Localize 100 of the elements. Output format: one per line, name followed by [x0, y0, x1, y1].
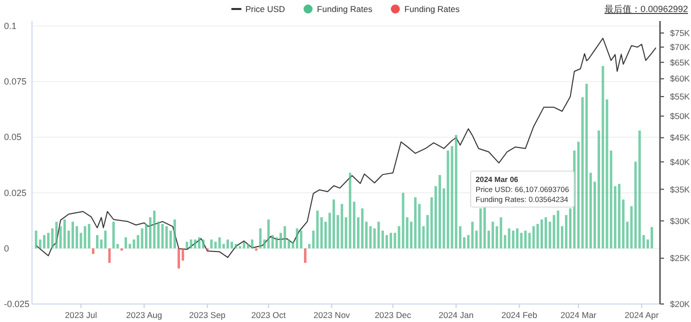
bar [414, 197, 417, 248]
x-tick-label: 2024 Mar [560, 310, 597, 320]
bar [377, 222, 380, 248]
bar [520, 232, 523, 248]
legend-label: Funding Rates [404, 4, 460, 14]
bar [63, 219, 66, 248]
bar [47, 232, 50, 248]
bar [112, 222, 115, 248]
bar [250, 240, 254, 248]
bar [132, 240, 136, 248]
bar [332, 199, 335, 248]
bar [316, 210, 319, 248]
y2-tick-label: $55K [670, 92, 690, 102]
bar [446, 150, 450, 248]
x-tick-label: 2024 Apr [624, 310, 659, 320]
bar [577, 142, 580, 248]
bar [296, 228, 298, 248]
bar [394, 232, 396, 248]
bar [479, 208, 482, 248]
bar [186, 242, 188, 248]
bar [402, 192, 404, 248]
line-series [36, 38, 656, 258]
bar [88, 224, 90, 248]
bar [361, 208, 364, 248]
bar [92, 248, 94, 254]
bar [72, 222, 74, 248]
y2-tick-label: $75K [670, 28, 690, 38]
bar [198, 237, 200, 248]
bar [234, 244, 238, 248]
y2-tick-label: $50K [670, 111, 690, 122]
y2-tick-label: $25K [670, 253, 690, 264]
x-tick-label: 2023 Aug [126, 310, 162, 320]
bar [602, 66, 604, 248]
legend-label: Price USD [245, 4, 286, 14]
bar [230, 242, 234, 248]
bar [206, 248, 209, 251]
bar [246, 244, 250, 248]
bar [226, 240, 229, 248]
bar [618, 184, 620, 248]
bar [174, 219, 176, 248]
bar [34, 230, 38, 248]
bar [454, 134, 458, 248]
bar [218, 237, 221, 248]
bar [532, 226, 535, 248]
bar [210, 240, 213, 248]
bar [512, 230, 514, 248]
bar [610, 150, 612, 248]
y-tick-label: 0.025 [4, 188, 27, 198]
y-tick-label: 0.05 [4, 132, 22, 142]
bar [304, 248, 306, 263]
bar [536, 224, 539, 248]
y2-tick-label: $60K [670, 74, 690, 84]
bar [638, 130, 641, 248]
x-tick-label: 2023 Dec [374, 310, 412, 320]
bar [500, 217, 502, 248]
bar [508, 228, 510, 248]
bar [492, 222, 494, 248]
bar [524, 230, 527, 248]
bar [120, 248, 123, 251]
y-tick-label: -0.025 [4, 299, 30, 309]
bar [194, 240, 196, 248]
x-tick-label: 2023 Nov [314, 310, 351, 320]
bar [271, 235, 274, 248]
bar [242, 242, 246, 248]
bar [483, 206, 486, 248]
y2-tick-label: $35K [670, 184, 690, 194]
bar [548, 222, 552, 248]
bar [202, 240, 204, 248]
bar [178, 248, 180, 268]
y-tick-label: 0.075 [4, 76, 27, 87]
bar [259, 228, 262, 248]
y2-tick-label: $45K [670, 132, 690, 143]
bar [348, 172, 352, 248]
bar [650, 227, 654, 248]
bar [140, 228, 144, 248]
bar [43, 235, 46, 248]
legend-label: Funding Rates [317, 4, 372, 14]
y2-tick-label: $20K [670, 299, 690, 309]
bar [284, 226, 286, 248]
bar [556, 210, 560, 248]
bar [438, 175, 442, 248]
bar [516, 228, 518, 248]
y2-tick-label: $30K [670, 216, 690, 226]
bar [630, 206, 633, 248]
bar [96, 235, 98, 248]
bar [340, 204, 344, 248]
bar [55, 222, 58, 248]
x-tick-label: 2024 Jan [438, 310, 474, 320]
x-tick-label: 2023 Jul [64, 310, 98, 320]
bar [544, 217, 548, 248]
x-tick-label: 2023 Sep [189, 310, 226, 320]
bar [471, 222, 474, 248]
x-tick-label: 2024 Feb [501, 310, 538, 320]
bar [390, 232, 392, 248]
y-tick-label: 0 [4, 243, 10, 254]
bar [104, 230, 107, 248]
y-tick-label: 0.1 [4, 21, 17, 31]
bar [153, 210, 156, 248]
x-tick-label: 2023 Oct [251, 310, 286, 320]
bar [255, 248, 258, 251]
